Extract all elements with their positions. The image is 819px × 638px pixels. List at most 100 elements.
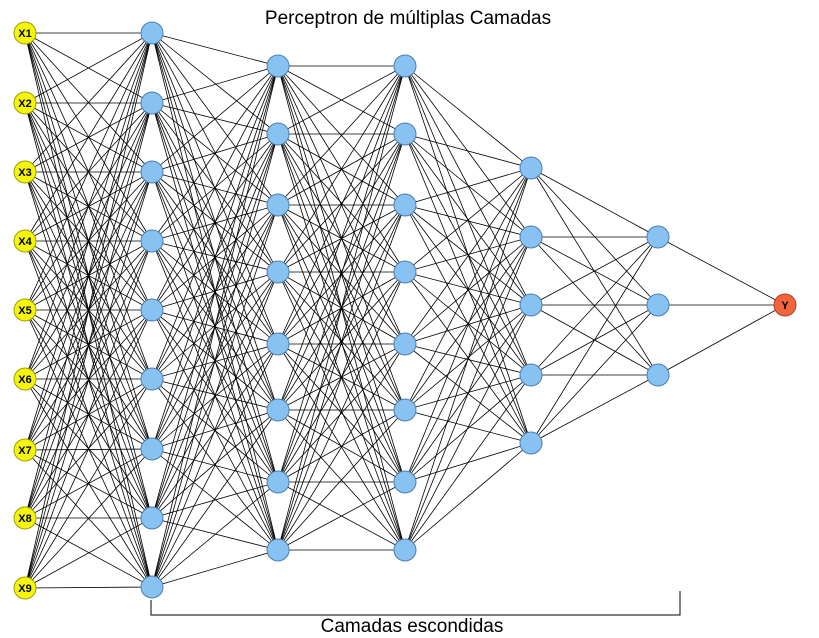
- hidden-node-l1-3: [140, 160, 164, 184]
- hidden-node-l2-4: [266, 260, 290, 284]
- connection-l2-9-to-2: [151, 133, 279, 588]
- connection-l3-8-to-2: [277, 133, 406, 551]
- hidden-node-l5-3: [646, 363, 670, 387]
- neuron-label: X4: [18, 236, 32, 248]
- hidden-node-l5-1: [646, 225, 670, 249]
- neuron-circle: [140, 437, 164, 461]
- connections: [24, 32, 786, 589]
- neuron-label: X1: [18, 28, 31, 40]
- connection-l5-5-to-2: [530, 304, 659, 444]
- connection-l1-3-to-1: [24, 32, 153, 173]
- connection-l2-6-to-1: [151, 65, 279, 380]
- connection-l3-8-to-4: [277, 271, 406, 551]
- connection-l3-8-to-1: [277, 65, 406, 551]
- neuron-circle: [646, 293, 670, 317]
- connection-l2-1-to-4: [151, 32, 279, 273]
- input-node-x3: X3: [13, 160, 37, 184]
- hidden-node-l3-7: [393, 470, 417, 494]
- hidden-node-l4-1: [519, 156, 543, 180]
- connection-l3-4-to-1: [277, 65, 406, 273]
- neuron-circle: [140, 21, 164, 45]
- hidden-node-l3-2: [393, 122, 417, 146]
- neuron-circle: [646, 363, 670, 387]
- connection-l2-8-to-1: [151, 65, 279, 519]
- connection-l3-3-to-1: [277, 65, 406, 206]
- connection-l2-2-to-1: [151, 65, 279, 104]
- input-node-x5: X5: [13, 298, 37, 322]
- connection-l5-5-to-1: [530, 236, 659, 444]
- hidden-node-l3-1: [393, 54, 417, 78]
- hidden-node-l1-2: [140, 91, 164, 115]
- connection-l5-1-to-1: [530, 167, 659, 238]
- connection-l1-9-to-1: [24, 32, 153, 589]
- neuron-circle: [140, 91, 164, 115]
- connection-l4-3-to-2: [404, 204, 532, 238]
- connection-l2-9-to-1: [151, 65, 279, 588]
- neuron-circle: [266, 260, 290, 284]
- neuron-circle: [646, 225, 670, 249]
- connection-l4-4-to-2: [404, 236, 532, 273]
- connection-l1-9-to-9: [24, 586, 153, 589]
- neuron-label: X6: [18, 374, 31, 386]
- input-node-x9: X9: [13, 576, 37, 600]
- hidden-node-l1-1: [140, 21, 164, 45]
- connection-l4-4-to-1: [404, 167, 532, 273]
- hidden-node-l1-4: [140, 229, 164, 253]
- hidden-node-l1-9: [140, 575, 164, 599]
- neuron-circle: [140, 298, 164, 322]
- connection-l5-1-to-2: [530, 167, 659, 306]
- hidden-node-l1-6: [140, 367, 164, 391]
- neuron-circle: [519, 225, 543, 249]
- connection-l4-1-to-1: [404, 65, 532, 169]
- hidden-node-l5-2: [646, 293, 670, 317]
- diagram-title: Perceptron de múltiplas Camadas: [265, 8, 551, 29]
- neuron-circle: [519, 293, 543, 317]
- output-node-y: Y: [773, 293, 797, 317]
- connection-l3-7-to-5: [277, 343, 406, 483]
- neuron-circle: [393, 470, 417, 494]
- connection-l5-3-to-1: [530, 236, 659, 306]
- connection-l4-8-to-1: [404, 167, 532, 551]
- connection-l4-8-to-3: [404, 304, 532, 551]
- connection-l2-9-to-5: [151, 343, 279, 588]
- input-node-x8: X8: [13, 506, 37, 530]
- neuron-circle: [519, 156, 543, 180]
- neuron-circle: [13, 160, 37, 184]
- hidden-node-l1-5: [140, 298, 164, 322]
- connection-l1-4-to-1: [24, 32, 153, 242]
- connection-l2-1-to-1: [151, 32, 279, 67]
- connection-l5-1-to-3: [530, 167, 659, 376]
- neuron-circle: [266, 470, 290, 494]
- neurons: X1 X2 X3 X4 X5 X6 X7 X8 X9 Y: [13, 21, 797, 600]
- neuron-circle: [140, 575, 164, 599]
- connection-l4-2-to-1: [404, 133, 532, 169]
- connection-l3-8-to-7: [277, 481, 406, 551]
- connection-l2-8-to-5: [151, 343, 279, 519]
- connection-l4-8-to-2: [404, 236, 532, 551]
- neuron-circle: [266, 54, 290, 78]
- neuron-circle: [266, 398, 290, 422]
- hidden-node-l4-3: [519, 293, 543, 317]
- neuron-circle: [13, 367, 37, 391]
- hidden-node-l4-4: [519, 363, 543, 387]
- connection-l4-5-to-2: [404, 236, 532, 345]
- input-node-x4: X4: [13, 229, 37, 253]
- neuron-circle: [393, 260, 417, 284]
- hidden-node-l3-4: [393, 260, 417, 284]
- connection-l3-6-to-2: [277, 133, 406, 411]
- connection-l3-4-to-2: [277, 133, 406, 273]
- hidden-node-l3-5: [393, 332, 417, 356]
- hidden-node-l4-5: [519, 431, 543, 455]
- neuron-label: X2: [18, 98, 31, 110]
- connection-l2-4-to-1: [151, 65, 279, 242]
- neuron-circle: [393, 54, 417, 78]
- hidden-node-l3-6: [393, 398, 417, 422]
- connection-l4-7-to-4: [404, 374, 532, 483]
- connection-l2-9-to-6: [151, 409, 279, 588]
- neuron-circle: [393, 193, 417, 217]
- connection-l2-7-to-1: [151, 65, 279, 450]
- connection-l1-7-to-1: [24, 32, 153, 451]
- connection-l3-8-to-6: [277, 409, 406, 551]
- connection-l6-3-to-1: [657, 304, 786, 376]
